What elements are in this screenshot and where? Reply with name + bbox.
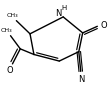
- Text: N: N: [79, 75, 85, 84]
- Text: CH₃: CH₃: [1, 28, 12, 33]
- Text: O: O: [6, 66, 13, 75]
- Text: N: N: [55, 9, 61, 18]
- Text: CH₃: CH₃: [7, 12, 18, 18]
- Text: H: H: [61, 5, 67, 11]
- Text: O: O: [100, 21, 107, 30]
